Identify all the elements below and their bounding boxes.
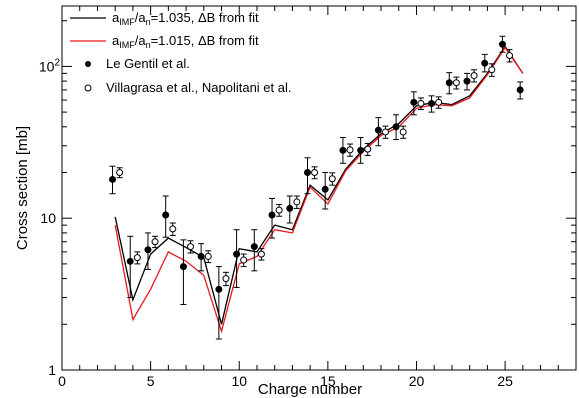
data-point-filled <box>357 146 365 154</box>
data-point-filled <box>445 79 453 87</box>
data-point-open <box>435 98 443 106</box>
data-point-open <box>488 66 496 74</box>
data-point-open <box>222 275 230 283</box>
data-point-open <box>328 175 336 183</box>
data-point-filled <box>339 146 347 154</box>
data-point-open <box>240 256 248 264</box>
data-point-open <box>311 169 319 177</box>
x-tick-label: 5 <box>147 373 155 389</box>
data-point-open <box>275 206 283 214</box>
legend-label-3: Le Gentil et al. <box>106 56 190 71</box>
data-point-open <box>452 79 460 87</box>
data-point-open <box>257 250 265 258</box>
data-point-filled <box>392 123 400 131</box>
data-point-filled <box>233 250 241 258</box>
series-points <box>109 35 524 340</box>
legend-label-2: aIMF/an=1.015, ΔB from fit <box>112 33 259 50</box>
data-point-open <box>470 72 478 80</box>
legend-label-1: aIMF/an=1.035, ΔB from fit <box>112 10 259 27</box>
data-point-filled <box>516 86 524 94</box>
data-point-filled <box>321 185 329 193</box>
data-point-open <box>417 99 425 107</box>
x-tick-label: 20 <box>409 373 425 389</box>
data-point-open <box>381 128 389 136</box>
data-point-filled <box>215 285 223 293</box>
data-point-filled <box>463 77 471 85</box>
data-point-open <box>204 252 212 260</box>
data-point-open <box>187 243 194 251</box>
x-tick-label: 15 <box>320 373 336 389</box>
y-tick-label: 102 <box>39 57 61 74</box>
data-point-open <box>133 254 141 262</box>
legend: aIMF/an=1.035, ΔB from fit aIMF/an=1.015… <box>70 10 291 95</box>
data-point-open <box>151 238 159 246</box>
data-point-filled <box>109 175 117 183</box>
data-point-open <box>293 198 301 206</box>
legend-label-4: Villagrasa et al., Napolitani et al. <box>106 80 291 95</box>
data-point-open <box>399 128 407 136</box>
plot-frame <box>61 5 577 371</box>
data-point-filled <box>286 204 294 212</box>
plot-area: 0 5 10 15 20 25 1 10 102 <box>39 5 577 389</box>
data-point-filled <box>162 211 170 219</box>
data-point-filled <box>498 40 506 48</box>
data-point-filled <box>250 243 258 251</box>
x-axis-label: Charge number <box>258 381 362 398</box>
data-point-open <box>506 51 514 59</box>
data-point-open <box>116 169 124 177</box>
y-axis: 1 10 102 <box>39 20 576 378</box>
data-point-filled <box>428 99 436 107</box>
data-point-filled <box>410 98 418 106</box>
x-tick-label: 25 <box>497 373 513 389</box>
data-point-filled <box>144 246 152 254</box>
data-point-filled <box>197 252 205 260</box>
data-point-open <box>364 145 372 153</box>
x-tick-label: 0 <box>58 373 66 389</box>
legend-swatch-filled-marker <box>85 61 91 67</box>
data-point-open <box>346 146 354 154</box>
y-axis-label: Cross section [mb] <box>14 126 31 250</box>
y-tick-label: 1 <box>48 362 56 378</box>
data-point-open <box>169 225 177 233</box>
data-point-filled <box>268 211 276 219</box>
data-point-filled <box>179 263 187 271</box>
y-tick-label: 10 <box>40 210 56 226</box>
legend-swatch-open-marker <box>84 84 92 92</box>
x-tick-label: 10 <box>231 373 247 389</box>
data-point-filled <box>126 257 134 265</box>
data-point-filled <box>481 59 489 67</box>
data-point-filled <box>303 169 311 177</box>
data-point-filled <box>374 126 382 134</box>
x-axis: 0 5 10 15 20 25 <box>58 6 577 389</box>
